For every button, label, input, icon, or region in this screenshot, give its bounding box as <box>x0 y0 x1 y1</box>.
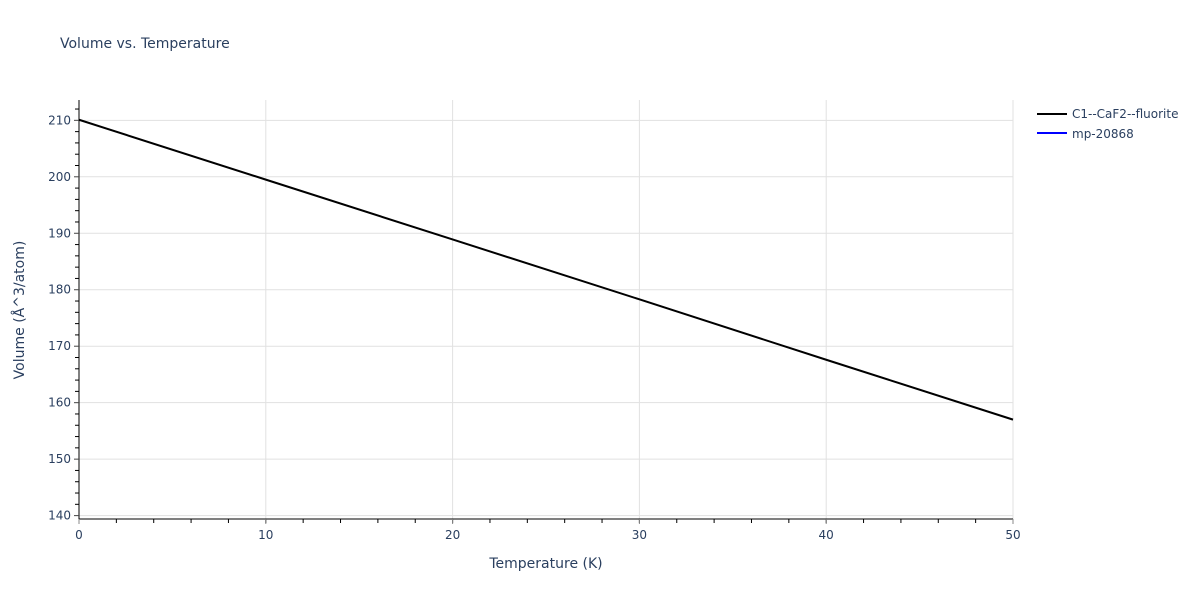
grid <box>79 100 1014 519</box>
x-axis: 0 10 20 30 40 50 <box>75 518 1021 542</box>
plot-lines <box>78 118 1014 421</box>
y-tick-label: 160 <box>48 396 71 410</box>
legend: C1--CaF2--fluorite mp-20868 <box>1037 107 1178 141</box>
chart-title: Volume vs. Temperature <box>60 36 230 52</box>
x-tick-label: 0 <box>75 528 83 542</box>
y-tick-label: 190 <box>48 226 71 240</box>
x-tick-label: 40 <box>819 528 834 542</box>
legend-label: C1--CaF2--fluorite <box>1072 107 1178 121</box>
y-tick-label: 180 <box>48 283 71 297</box>
y-axis-title: Volume (Å^3/atom) <box>11 241 28 380</box>
x-tick-label: 10 <box>258 528 273 542</box>
legend-label: mp-20868 <box>1072 127 1134 141</box>
y-tick-label: 170 <box>48 339 71 353</box>
legend-item-mp-20868[interactable]: mp-20868 <box>1037 127 1134 141</box>
x-tick-label: 20 <box>445 528 460 542</box>
legend-item-c1-caf2-fluorite[interactable]: C1--CaF2--fluorite <box>1037 107 1178 121</box>
y-axis: 140 150 160 170 180 190 200 210 <box>48 100 80 523</box>
y-tick-label: 150 <box>48 452 71 466</box>
series-line <box>78 118 1014 421</box>
x-tick-label: 50 <box>1005 528 1020 542</box>
y-tick-label: 140 <box>48 509 71 523</box>
y-tick-label: 200 <box>48 170 71 184</box>
x-tick-label: 30 <box>632 528 647 542</box>
y-tick-label: 210 <box>48 113 71 127</box>
x-axis-title: Temperature (K) <box>488 556 602 572</box>
